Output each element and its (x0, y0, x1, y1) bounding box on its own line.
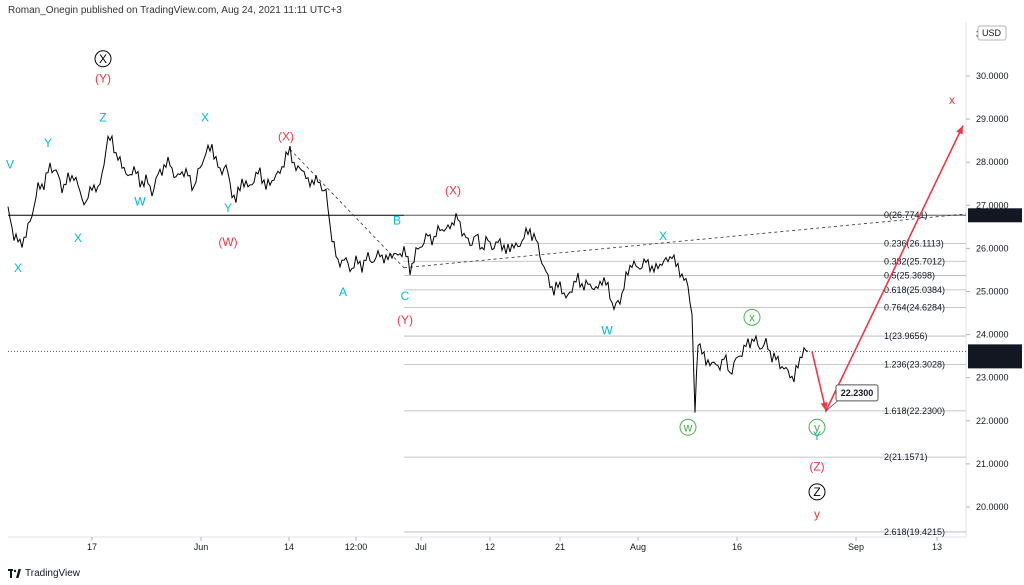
tradingview-logo-icon (8, 568, 21, 578)
wave-label: A (339, 285, 347, 299)
x-tick-label: Aug (630, 542, 646, 552)
fib-level-label: 2.618(19.4215) (884, 527, 945, 537)
fib-level-label: 0.236(26.1113) (884, 239, 944, 249)
y-tick-label: 27.0000 (976, 200, 1009, 210)
fib-level-label: 0(26.7741) (884, 210, 928, 220)
wave-label: (X) (445, 184, 461, 198)
wave-label-circled: y (814, 420, 820, 434)
wave-label-circled: x (749, 310, 755, 324)
wave-label-circle (808, 483, 826, 501)
currency-label: USD (982, 28, 1002, 38)
wave-label: Y (813, 429, 821, 443)
y-tick-label: 20.0000 (976, 502, 1009, 512)
trendline-dashed (403, 213, 967, 269)
fib-level-label: 0.5(25.3698) (884, 271, 935, 281)
x-tick-label: 21 (555, 542, 565, 552)
wave-label: Y (224, 201, 232, 215)
wave-label: X (659, 229, 667, 243)
wave-label: (W) (218, 235, 237, 249)
wave-label: X (201, 110, 209, 124)
arrowhead-up (956, 125, 963, 135)
y-tick-label: 26.0000 (976, 243, 1009, 253)
fib-level-label: 2(21.1571) (884, 452, 928, 462)
x-tick-label: 14 (284, 542, 294, 552)
currency-badge (977, 25, 1007, 41)
y-tick-label: 29.0000 (976, 114, 1009, 124)
wave-label: y (814, 507, 820, 521)
wave-label: (Y) (397, 313, 413, 327)
wave-label: W (134, 194, 146, 208)
wave-label: C (401, 289, 410, 303)
wave-label: (Y) (95, 71, 111, 85)
x-tick-label: Jun (194, 542, 209, 552)
brand-name: TradingView (25, 567, 81, 579)
price-series-line (7, 134, 809, 413)
wave-label-circled: w (683, 420, 693, 434)
y-tick-label: 28.0000 (976, 157, 1009, 167)
x-tick-label: 13 (932, 542, 942, 552)
y-tick-label: 25.0000 (976, 287, 1009, 297)
x-tick-label: Jul (415, 542, 427, 552)
wave-label: (X) (278, 130, 294, 144)
price-axis-badge (968, 344, 1022, 369)
x-tick-label: 12:00 (345, 542, 368, 552)
wave-label-circle (743, 308, 761, 326)
wave-label-circle (679, 418, 697, 436)
fib-level-label: 1.618(22.2300) (884, 406, 945, 416)
wave-label: V (6, 158, 14, 172)
price-axis-label: 23.6108 (972, 346, 1005, 356)
wave-label: Y (44, 136, 52, 150)
y-tick-label: 30.0000 (976, 71, 1009, 81)
x-tick-label: 16 (732, 542, 742, 552)
target-label-box (835, 384, 879, 402)
wave-label: B (393, 214, 401, 228)
wave-label-circled: X (99, 52, 107, 66)
y-tick-label: 24.0000 (976, 330, 1009, 340)
y-tick-label: 21.0000 (976, 459, 1009, 469)
plot-area (8, 22, 966, 537)
fib-level-label: 0.382(25.7012) (884, 256, 945, 266)
y-tick-label: 22.0000 (976, 416, 1009, 426)
fib-level-label: 1(23.9656) (884, 331, 928, 341)
wave-label: X (14, 261, 22, 275)
x-tick-label: 12 (485, 542, 495, 552)
fib-level-label: 0.764(24.6284) (884, 303, 945, 313)
publisher-header: Roman_Onegin published on TradingView.co… (8, 5, 342, 16)
price-axis-badge (968, 208, 1022, 223)
wave-label: x (949, 93, 955, 107)
fib-level-label: 1.236(23.3028) (884, 360, 945, 370)
wave-label-circle (808, 418, 826, 436)
arrowhead-down (820, 402, 828, 411)
price-axis-countdown: 48:18 (972, 357, 995, 367)
y-tick-label: 23.0000 (976, 373, 1009, 383)
fib-level-label: 0.618(25.0384) (884, 285, 945, 295)
wave-label: (Z) (809, 459, 824, 473)
wave-label-circle (94, 50, 112, 68)
target-label: 22.2300 (841, 388, 874, 398)
x-tick-label: Sep (848, 542, 864, 552)
x-tick-label: 17 (87, 542, 97, 552)
wave-label: X (74, 231, 82, 245)
wave-label-circled: Z (813, 485, 820, 499)
wave-label: Z (99, 110, 106, 124)
footer-brand[interactable]: TradingView (8, 565, 80, 581)
wave-label: W (601, 324, 613, 338)
price-axis-label: 26.7680 (972, 210, 1005, 220)
